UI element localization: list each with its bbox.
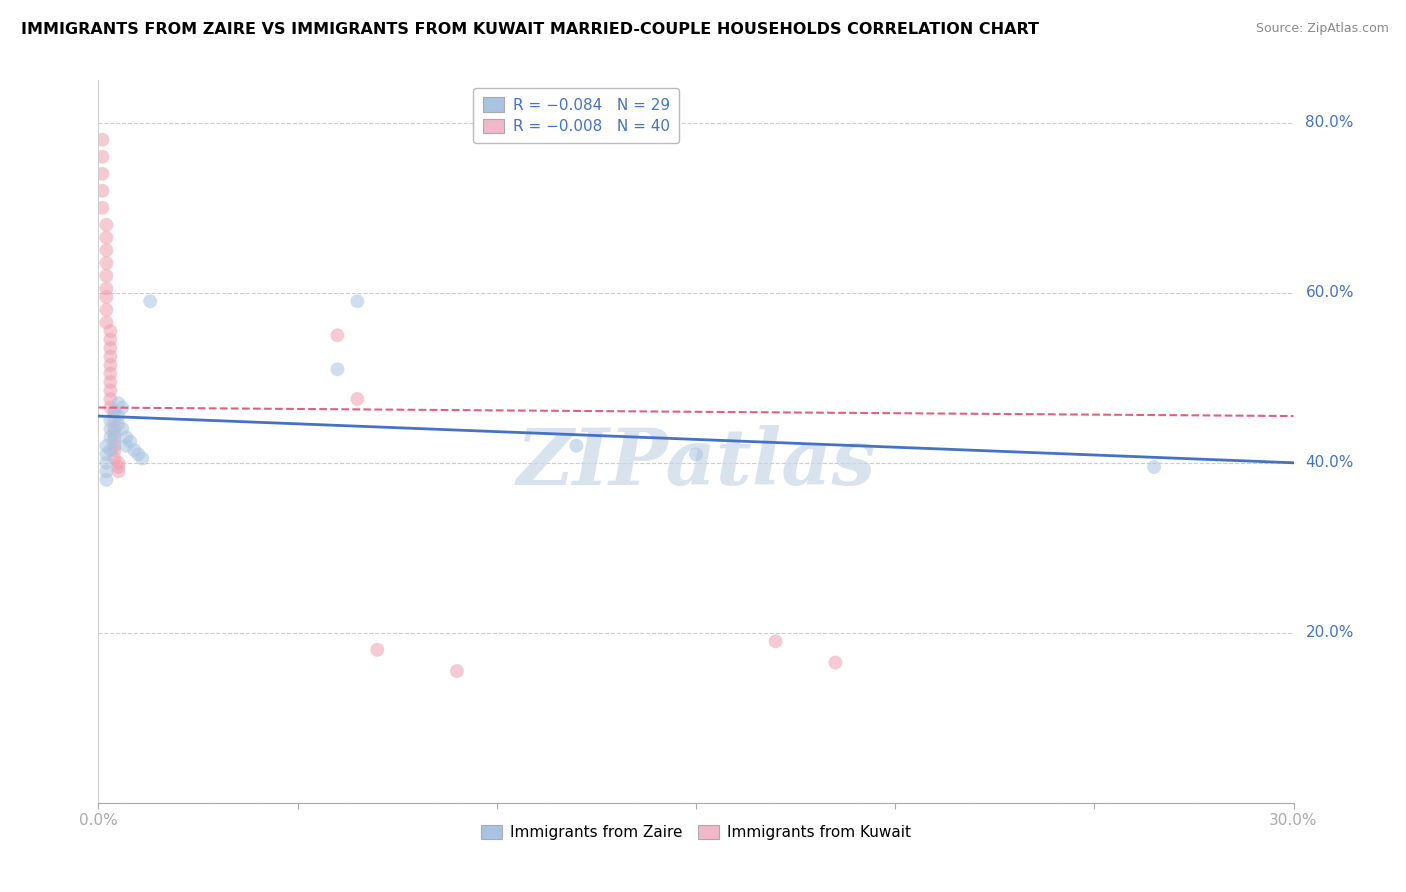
Point xyxy=(98,422,122,436)
Point xyxy=(98,443,122,458)
Point xyxy=(107,460,129,475)
Point xyxy=(96,218,118,232)
Point xyxy=(96,439,118,453)
Point xyxy=(120,434,142,449)
Point xyxy=(824,656,846,670)
Point xyxy=(96,464,118,478)
Point xyxy=(96,447,118,461)
Point xyxy=(685,447,707,461)
Point xyxy=(107,396,129,410)
Point xyxy=(98,341,122,355)
Text: 40.0%: 40.0% xyxy=(1306,455,1354,470)
Point xyxy=(103,422,125,436)
Text: 20.0%: 20.0% xyxy=(1306,625,1354,640)
Point xyxy=(98,324,122,338)
Point xyxy=(115,430,138,444)
Point xyxy=(98,430,122,444)
Point xyxy=(346,392,368,406)
Point xyxy=(103,430,125,444)
Point xyxy=(91,133,114,147)
Point xyxy=(124,443,146,458)
Point xyxy=(91,184,114,198)
Point xyxy=(131,451,153,466)
Point xyxy=(103,434,125,449)
Point xyxy=(115,439,138,453)
Point xyxy=(765,634,787,648)
Point xyxy=(107,409,129,423)
Point xyxy=(96,456,118,470)
Point xyxy=(103,405,125,419)
Point xyxy=(103,443,125,458)
Point xyxy=(96,302,118,317)
Point xyxy=(103,425,125,440)
Point xyxy=(127,447,149,461)
Point xyxy=(139,294,162,309)
Point xyxy=(96,230,118,244)
Text: 80.0%: 80.0% xyxy=(1306,115,1354,130)
Text: ZIPatlas: ZIPatlas xyxy=(516,425,876,501)
Point xyxy=(91,167,114,181)
Point xyxy=(98,367,122,381)
Point xyxy=(98,358,122,372)
Point xyxy=(103,413,125,427)
Point xyxy=(446,664,468,678)
Point xyxy=(565,439,588,453)
Point xyxy=(111,401,134,415)
Legend: Immigrants from Zaire, Immigrants from Kuwait: Immigrants from Zaire, Immigrants from K… xyxy=(472,815,920,849)
Point xyxy=(1143,460,1166,475)
Point xyxy=(103,451,125,466)
Point xyxy=(98,384,122,398)
Point xyxy=(91,150,114,164)
Point xyxy=(96,256,118,270)
Point xyxy=(326,362,349,376)
Point xyxy=(96,290,118,304)
Point xyxy=(96,473,118,487)
Point xyxy=(98,375,122,389)
Point xyxy=(96,268,118,283)
Point xyxy=(103,439,125,453)
Point xyxy=(346,294,368,309)
Point xyxy=(96,281,118,295)
Point xyxy=(326,328,349,343)
Point xyxy=(107,464,129,478)
Point xyxy=(91,201,114,215)
Point xyxy=(98,350,122,364)
Point xyxy=(107,417,129,432)
Point xyxy=(366,642,388,657)
Text: 60.0%: 60.0% xyxy=(1306,285,1354,301)
Point xyxy=(96,244,118,258)
Point xyxy=(111,422,134,436)
Text: Source: ZipAtlas.com: Source: ZipAtlas.com xyxy=(1256,22,1389,36)
Point xyxy=(96,316,118,330)
Point xyxy=(98,413,122,427)
Point xyxy=(107,456,129,470)
Point xyxy=(98,333,122,347)
Point xyxy=(98,392,122,406)
Point xyxy=(103,405,125,419)
Text: IMMIGRANTS FROM ZAIRE VS IMMIGRANTS FROM KUWAIT MARRIED-COUPLE HOUSEHOLDS CORREL: IMMIGRANTS FROM ZAIRE VS IMMIGRANTS FROM… xyxy=(21,22,1039,37)
Point xyxy=(98,401,122,415)
